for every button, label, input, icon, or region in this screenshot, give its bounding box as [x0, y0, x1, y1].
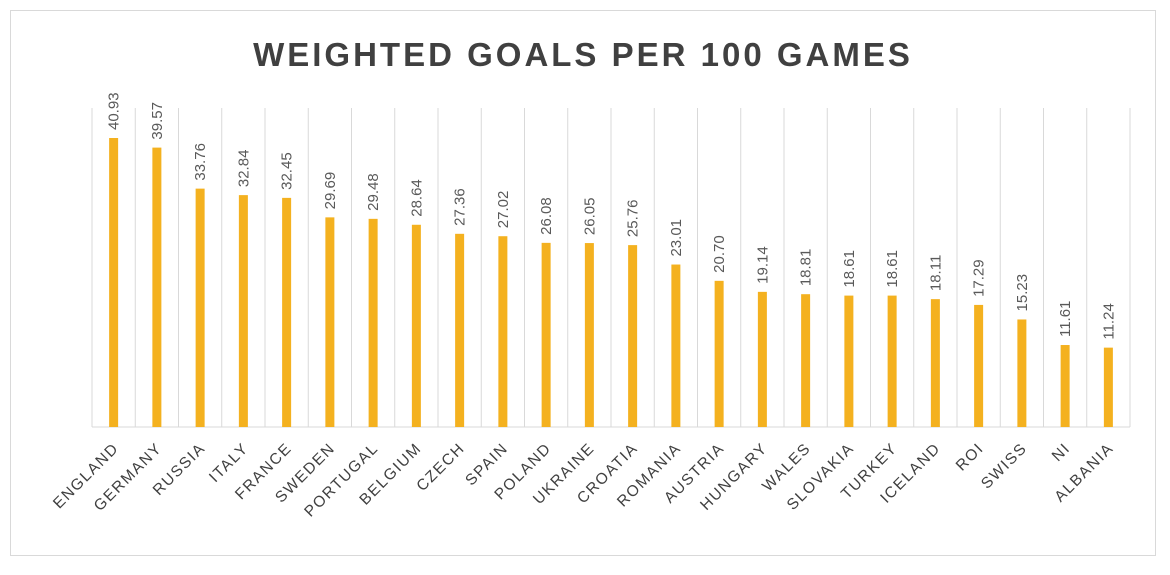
value-label: 27.36	[452, 188, 469, 226]
bar-turkey	[887, 295, 897, 427]
bar-hungary	[757, 291, 767, 427]
bar-romania	[671, 264, 681, 427]
bar-russia	[195, 188, 205, 427]
value-labels: 40.93 39.57 33.76 32.84 32.45 29.69 29.48 28.64…	[106, 92, 1118, 339]
bar-ukraine	[584, 243, 594, 427]
bar-slovakia	[844, 295, 854, 427]
bar-czech	[455, 233, 465, 427]
value-label: 11.24	[1100, 303, 1117, 339]
value-label: 15.23	[1014, 274, 1031, 312]
bar-england	[109, 138, 119, 427]
value-label: 27.02	[495, 191, 512, 229]
value-label: 25.76	[625, 200, 642, 238]
chart-title: WEIGHTED GOALS PER 100 GAMES	[253, 36, 913, 73]
value-label: 29.69	[322, 172, 339, 210]
value-label: 19.14	[754, 246, 771, 284]
value-label: 29.48	[365, 173, 382, 211]
value-label: 40.93	[106, 92, 123, 130]
bar-poland	[541, 242, 551, 427]
category-label: NI	[1049, 440, 1074, 465]
category-label: ROI	[953, 440, 988, 475]
bar-portugal	[368, 218, 378, 427]
value-label: 28.64	[408, 179, 425, 217]
value-label: 20.70	[711, 235, 728, 273]
value-label: 23.01	[668, 219, 685, 257]
bar-belgium	[411, 224, 421, 427]
value-label: 33.76	[192, 143, 209, 181]
bar-austria	[714, 280, 724, 427]
value-label: 39.57	[149, 102, 166, 140]
bar-wales	[801, 294, 811, 427]
bar-ni	[1060, 345, 1070, 427]
value-label: 18.81	[798, 249, 815, 287]
bar-iceland	[930, 299, 940, 427]
value-label: 26.05	[581, 198, 598, 236]
bar-germany	[152, 147, 162, 428]
value-label: 32.45	[279, 152, 296, 190]
category-label: CZECH	[413, 440, 468, 495]
bar-roi	[974, 304, 984, 427]
bar-swiss	[1017, 319, 1027, 427]
value-label: 26.08	[538, 197, 555, 235]
gridlines	[91, 108, 1131, 428]
value-label: 18.61	[841, 250, 858, 288]
category-label: SWISS	[978, 440, 1031, 493]
value-label: 18.11	[927, 255, 944, 291]
bar-albania	[1103, 347, 1113, 427]
bar-croatia	[628, 245, 638, 427]
bars	[109, 138, 1113, 428]
bar-sweden	[325, 217, 335, 427]
bar-france	[282, 197, 292, 427]
value-label: 32.84	[235, 150, 252, 188]
value-label: 17.29	[971, 259, 988, 297]
value-label: 11.61	[1057, 301, 1074, 337]
category-labels: ENGLANDGERMANYRUSSIAITALYFRANCESWEDENPOR…	[50, 440, 1117, 521]
bar-spain	[498, 236, 508, 427]
bar-italy	[238, 195, 248, 427]
value-label: 18.61	[884, 250, 901, 288]
